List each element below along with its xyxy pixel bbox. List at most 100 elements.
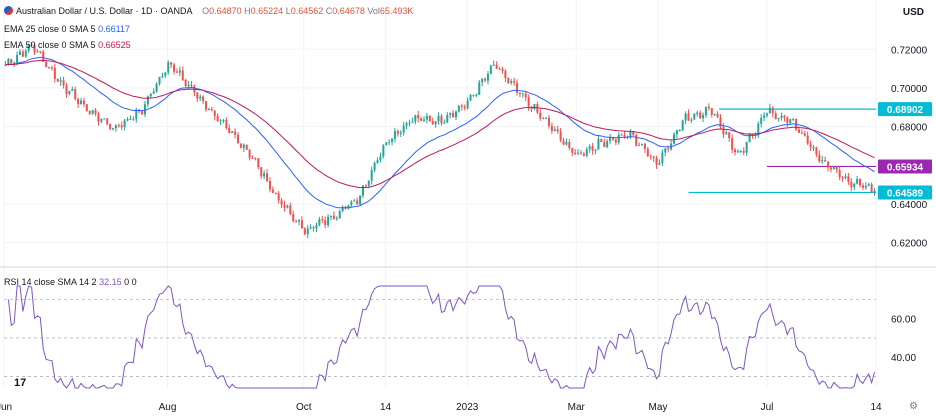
candle-body xyxy=(565,142,568,145)
candle-body xyxy=(48,67,51,69)
candle-body xyxy=(88,110,91,114)
ema50-value: 0.66525 xyxy=(98,40,131,50)
candle-body xyxy=(853,183,856,188)
candle-body xyxy=(109,124,112,129)
candle-body xyxy=(754,134,757,136)
high-value: 0.65224 xyxy=(250,6,284,16)
candle-body xyxy=(39,51,42,53)
time-tick-label: May xyxy=(649,402,668,413)
candle-body xyxy=(623,134,626,137)
rsi-legend[interactable]: RSI 14 close SMA 14 2 32.15 0 0 xyxy=(4,277,137,287)
candle-body xyxy=(638,144,641,146)
volume-label: Vol xyxy=(367,6,380,16)
candle-body xyxy=(507,78,510,84)
candle-body xyxy=(254,158,257,160)
candle-body xyxy=(187,84,190,87)
candle-body xyxy=(821,160,824,162)
candle-body xyxy=(376,160,379,164)
candle-body xyxy=(65,85,68,94)
candle-body xyxy=(498,68,501,70)
candle-body xyxy=(527,97,530,107)
candle-body xyxy=(266,173,269,181)
settings-icon[interactable]: ⚙ xyxy=(909,401,918,412)
candle-body xyxy=(672,134,676,144)
candle-body xyxy=(457,105,460,112)
candle-body xyxy=(234,131,237,135)
candle-body xyxy=(739,150,742,152)
candle-body xyxy=(353,200,356,202)
candle-body xyxy=(664,148,667,153)
candle-body xyxy=(30,44,33,46)
candle-body xyxy=(359,195,362,205)
candle-body xyxy=(768,107,771,114)
horizontal-levels xyxy=(688,108,876,194)
close-label: C xyxy=(325,6,333,16)
candle-body xyxy=(222,120,225,122)
candle-body xyxy=(120,125,123,128)
candle-body xyxy=(812,147,815,149)
candle-body xyxy=(45,61,48,68)
ema50-label: EMA 50 close 0 SMA 5 xyxy=(4,40,96,50)
candle-body xyxy=(425,115,428,120)
candle-body xyxy=(646,148,649,157)
candle-body xyxy=(251,157,254,159)
candle-body xyxy=(24,50,27,57)
candle-body xyxy=(466,100,469,109)
candle-body xyxy=(59,80,62,82)
candle-body xyxy=(213,110,216,117)
time-tick-label: 14 xyxy=(380,402,392,413)
candle-body xyxy=(446,114,449,123)
candle-body xyxy=(725,132,728,135)
ema50-legend[interactable]: EMA 50 close 0 SMA 5 0.66525 xyxy=(4,40,131,50)
candle-body xyxy=(614,139,617,143)
currency-selector[interactable]: USD xyxy=(902,7,924,18)
candle-body xyxy=(757,123,760,135)
candle-body xyxy=(13,62,16,64)
candle-body xyxy=(824,160,827,162)
candle-body xyxy=(513,81,516,83)
candle-body xyxy=(771,107,774,114)
ema25-legend[interactable]: EMA 25 close 0 SMA 5 0.66117 xyxy=(4,24,130,34)
candle-body xyxy=(347,205,350,209)
candle-body xyxy=(80,100,83,105)
candle-body xyxy=(562,140,565,145)
candle-body xyxy=(815,147,818,155)
candle-body xyxy=(521,93,524,95)
candle-body xyxy=(591,146,594,151)
candle-body xyxy=(838,169,841,178)
candle-body xyxy=(53,67,56,79)
candle-body xyxy=(690,119,693,121)
candle-body xyxy=(792,118,795,120)
price-labels: 0.68902 0.65934 0.64589 xyxy=(878,102,932,200)
symbol-title[interactable]: Australian Dollar / U.S. Dollar · 1D · O… xyxy=(16,6,193,16)
candle-body xyxy=(402,125,405,133)
candlestick-series[interactable] xyxy=(4,42,876,239)
candle-body xyxy=(414,115,417,122)
candle-body xyxy=(178,70,181,73)
candle-body xyxy=(736,151,739,153)
candle-body xyxy=(280,200,283,205)
candle-body xyxy=(100,118,103,122)
candle-body xyxy=(574,152,577,154)
candle-body xyxy=(111,128,115,130)
candle-body xyxy=(393,131,396,139)
candle-body xyxy=(765,113,769,116)
candle-body xyxy=(173,64,176,72)
candle-body xyxy=(556,129,559,132)
candle-body xyxy=(373,163,376,171)
candle-body xyxy=(699,112,702,119)
candle-body xyxy=(16,54,19,63)
candle-body xyxy=(748,134,751,143)
candle-body xyxy=(559,131,562,141)
candle-body xyxy=(196,92,199,99)
candle-body xyxy=(704,106,707,116)
candle-body xyxy=(263,173,266,177)
candle-body xyxy=(597,139,600,150)
candle-body xyxy=(123,120,126,128)
candle-body xyxy=(143,104,146,115)
candle-body xyxy=(495,64,498,69)
time-tick-label: 2023 xyxy=(456,402,479,413)
candle-body xyxy=(367,180,370,186)
candle-body xyxy=(199,96,202,99)
